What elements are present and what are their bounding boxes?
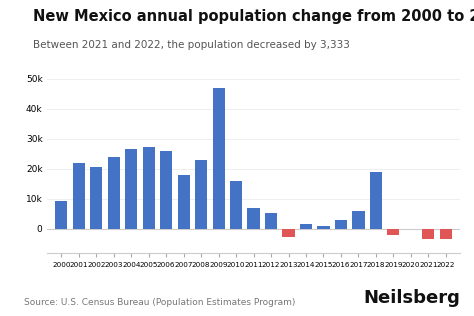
- Text: Source: U.S. Census Bureau (Population Estimates Program): Source: U.S. Census Bureau (Population E…: [24, 298, 295, 307]
- Bar: [90, 167, 102, 229]
- Bar: [422, 229, 435, 239]
- Bar: [55, 201, 67, 229]
- Bar: [108, 157, 120, 229]
- Bar: [265, 213, 277, 229]
- Bar: [352, 211, 365, 229]
- Text: Between 2021 and 2022, the population decreased by 3,333: Between 2021 and 2022, the population de…: [33, 40, 350, 50]
- Bar: [230, 181, 242, 229]
- Bar: [440, 229, 452, 239]
- Bar: [125, 149, 137, 229]
- Text: Neilsberg: Neilsberg: [363, 289, 460, 307]
- Bar: [178, 175, 190, 229]
- Text: New Mexico annual population change from 2000 to 2022: New Mexico annual population change from…: [33, 9, 474, 24]
- Bar: [73, 163, 85, 229]
- Bar: [335, 220, 347, 229]
- Bar: [387, 229, 400, 235]
- Bar: [318, 226, 329, 229]
- Bar: [283, 229, 295, 237]
- Bar: [247, 208, 260, 229]
- Bar: [195, 160, 207, 229]
- Bar: [160, 151, 173, 229]
- Bar: [212, 88, 225, 229]
- Bar: [300, 224, 312, 229]
- Bar: [370, 172, 382, 229]
- Bar: [143, 147, 155, 229]
